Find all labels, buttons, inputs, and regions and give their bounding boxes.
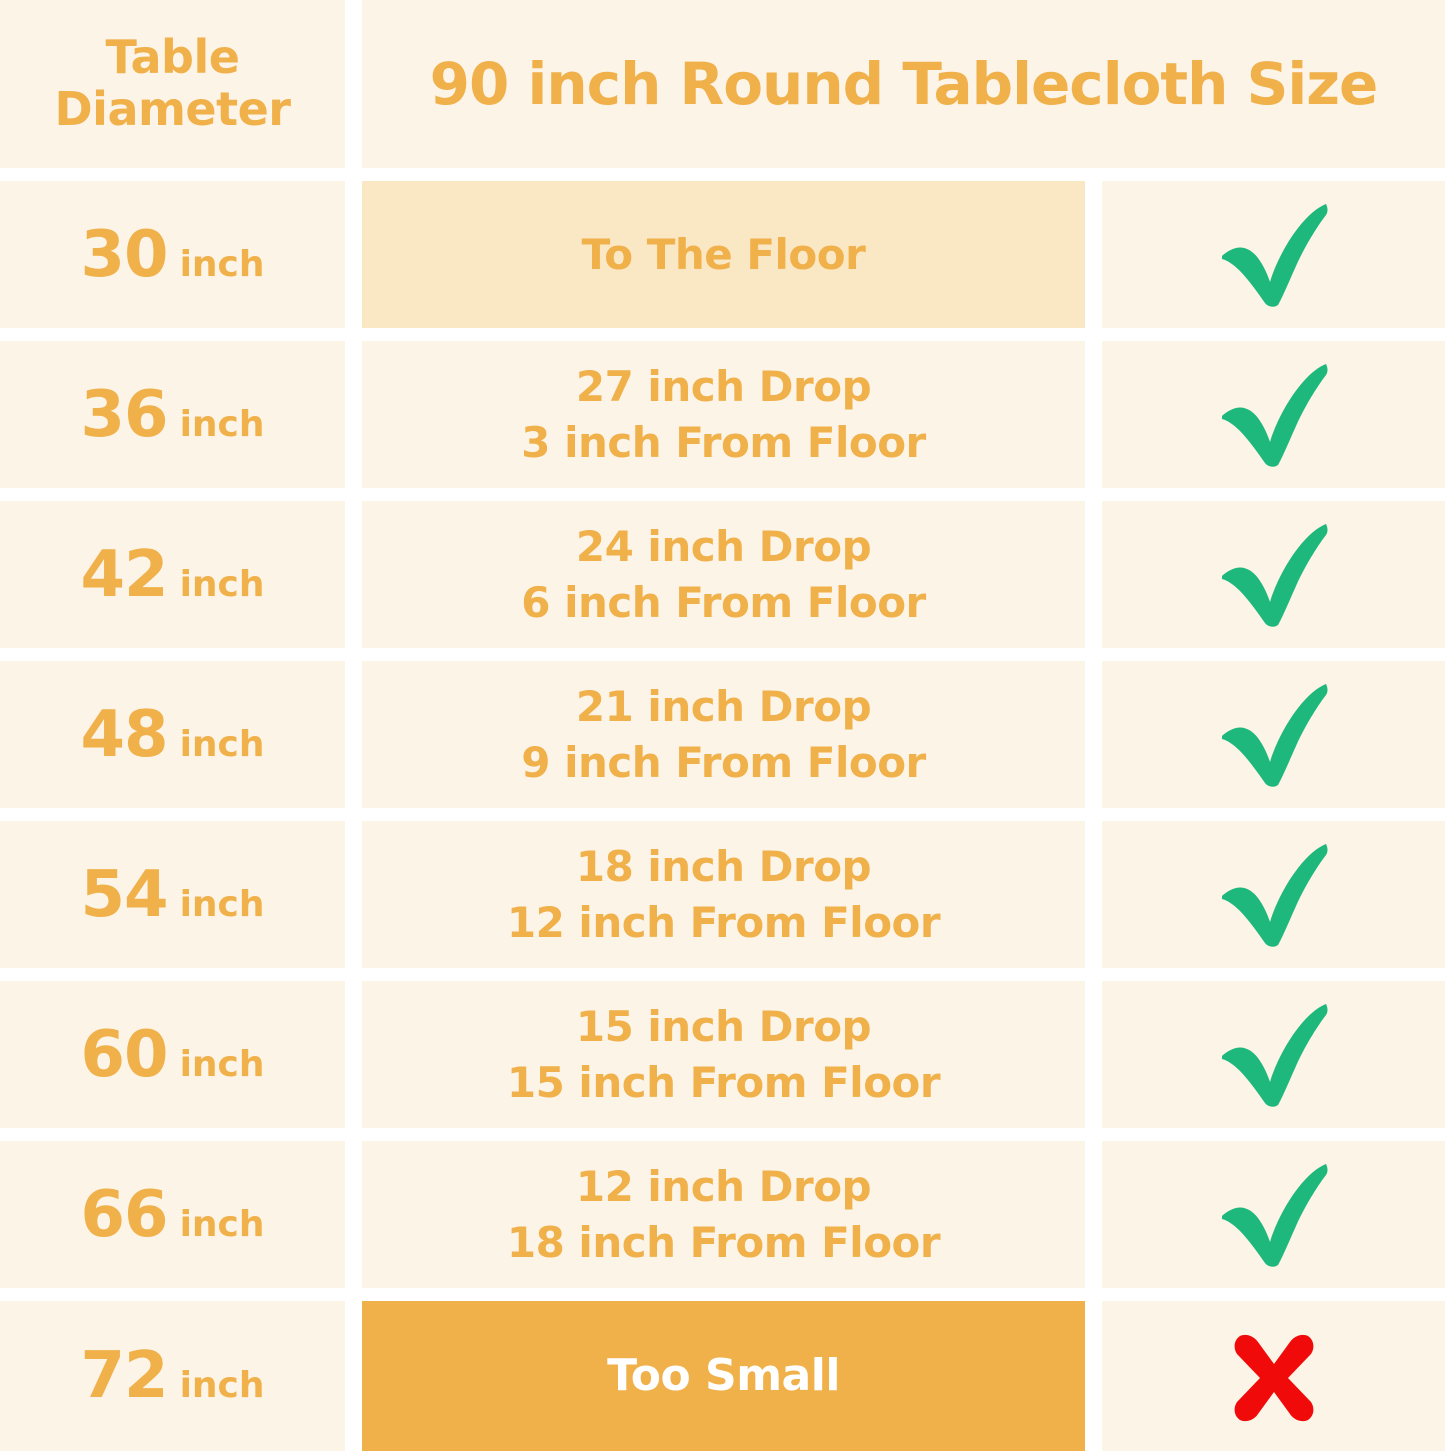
header-cell-title: 90 inch Round Tablecloth Size [362, 0, 1445, 168]
cell-fit-status [1102, 1141, 1445, 1288]
cell-fit-status [1102, 661, 1445, 808]
diameter-unit: inch [179, 1365, 265, 1406]
diameter-number: 66 [80, 1177, 169, 1252]
cell-table-diameter: 66 inch [0, 1141, 345, 1288]
size-line-1: Too Small [607, 1349, 840, 1401]
size-description: To The Floor [582, 227, 866, 282]
table-row: 60 inch 15 inch Drop 15 inch From Floor [0, 981, 1445, 1128]
cell-table-diameter: 30 inch [0, 181, 345, 328]
check-icon [1214, 200, 1334, 310]
size-description: Too Small [607, 1347, 840, 1405]
diameter-value-group: 30 inch [81, 223, 265, 287]
size-line-1: 27 inch Drop [575, 362, 872, 412]
table-row: 30 inch To The Floor [0, 181, 1445, 328]
check-icon [1214, 680, 1334, 790]
diameter-value-group: 60 inch [81, 1023, 265, 1087]
cell-fit-status [1102, 821, 1445, 968]
table-body: 30 inch To The Floor 36 inch 27 inch Drop 3 in… [0, 181, 1445, 1451]
check-icon [1214, 1160, 1334, 1270]
cell-tablecloth-size: 18 inch Drop 12 inch From Floor [362, 821, 1085, 968]
diameter-number: 60 [80, 1017, 169, 1092]
size-line-2: 15 inch From Floor [506, 1057, 941, 1107]
diameter-number: 54 [80, 857, 169, 932]
header-cell-diameter: Table Diameter [0, 0, 345, 168]
table-row: 36 inch 27 inch Drop 3 inch From Floor [0, 341, 1445, 488]
diameter-value-group: 42 inch [81, 543, 265, 607]
cell-table-diameter: 72 inch [0, 1301, 345, 1451]
size-line-1: 24 inch Drop [575, 522, 872, 572]
diameter-number: 42 [80, 537, 169, 612]
diameter-unit: inch [179, 1043, 265, 1085]
header-diameter-label-line1: Table [105, 30, 240, 85]
diameter-unit: inch [179, 563, 265, 605]
size-description: 18 inch Drop 12 inch From Floor [506, 839, 941, 950]
cell-fit-status [1102, 501, 1445, 648]
cell-fit-status [1102, 981, 1445, 1128]
table-row: 54 inch 18 inch Drop 12 inch From Floor [0, 821, 1445, 968]
table-row: 48 inch 21 inch Drop 9 inch From Floor [0, 661, 1445, 808]
cell-table-diameter: 36 inch [0, 341, 345, 488]
cell-fit-status [1102, 1301, 1445, 1451]
diameter-unit: inch [179, 883, 265, 925]
size-line-2: 6 inch From Floor [521, 577, 926, 627]
page-title: 90 inch Round Tablecloth Size [429, 49, 1379, 118]
cell-tablecloth-size: 21 inch Drop 9 inch From Floor [362, 661, 1085, 808]
size-line-1: 15 inch Drop [575, 1002, 872, 1052]
size-line-2: 9 inch From Floor [521, 737, 926, 787]
size-description: 15 inch Drop 15 inch From Floor [506, 999, 941, 1110]
cell-fit-status [1102, 341, 1445, 488]
diameter-value-group: 54 inch [81, 863, 265, 927]
cell-table-diameter: 54 inch [0, 821, 345, 968]
check-icon [1214, 1000, 1334, 1110]
check-icon [1214, 520, 1334, 630]
diameter-number: 72 [80, 1339, 169, 1413]
cross-icon [1224, 1326, 1324, 1426]
cell-fit-status [1102, 181, 1445, 328]
diameter-value-group: 48 inch [81, 703, 265, 767]
diameter-unit: inch [179, 723, 265, 765]
size-description: 21 inch Drop 9 inch From Floor [521, 679, 926, 790]
diameter-number: 48 [80, 697, 169, 772]
diameter-unit: inch [179, 243, 265, 285]
table-row: 42 inch 24 inch Drop 6 inch From Floor [0, 501, 1445, 648]
header-diameter-label: Table Diameter [54, 30, 292, 136]
check-icon [1214, 360, 1334, 470]
size-description: 27 inch Drop 3 inch From Floor [521, 359, 926, 470]
diameter-number: 30 [80, 217, 169, 292]
diameter-value-group: 36 inch [81, 383, 265, 447]
cell-tablecloth-size: 27 inch Drop 3 inch From Floor [362, 341, 1085, 488]
size-line-1: 18 inch Drop [575, 842, 872, 892]
cell-table-diameter: 60 inch [0, 981, 345, 1128]
diameter-unit: inch [179, 1203, 265, 1245]
cell-tablecloth-size: 12 inch Drop 18 inch From Floor [362, 1141, 1085, 1288]
check-icon [1214, 840, 1334, 950]
size-line-2: 18 inch From Floor [506, 1217, 941, 1267]
diameter-value-group: 66 inch [81, 1183, 265, 1247]
header-diameter-label-line2: Diameter [54, 82, 292, 136]
diameter-number: 36 [80, 377, 169, 452]
cell-tablecloth-size: 15 inch Drop 15 inch From Floor [362, 981, 1085, 1128]
diameter-unit: inch [179, 403, 265, 445]
size-line-1: To The Floor [581, 229, 866, 279]
table-header-row: Table Diameter 90 inch Round Tablecloth … [0, 0, 1445, 168]
diameter-value-group: 72 inch [81, 1344, 265, 1408]
size-line-1: 21 inch Drop [575, 682, 872, 732]
size-description: 12 inch Drop 18 inch From Floor [506, 1159, 941, 1270]
cell-tablecloth-size: 24 inch Drop 6 inch From Floor [362, 501, 1085, 648]
size-line-2: 3 inch From Floor [521, 417, 926, 467]
cell-table-diameter: 42 inch [0, 501, 345, 648]
size-line-1: 12 inch Drop [575, 1162, 872, 1212]
size-line-2: 12 inch From Floor [506, 897, 941, 947]
table-row: 72 inch Too Small [0, 1301, 1445, 1451]
table-row: 66 inch 12 inch Drop 18 inch From Floor [0, 1141, 1445, 1288]
cell-tablecloth-size: Too Small [362, 1301, 1085, 1451]
cell-tablecloth-size: To The Floor [362, 181, 1085, 328]
size-description: 24 inch Drop 6 inch From Floor [521, 519, 926, 630]
cell-table-diameter: 48 inch [0, 661, 345, 808]
